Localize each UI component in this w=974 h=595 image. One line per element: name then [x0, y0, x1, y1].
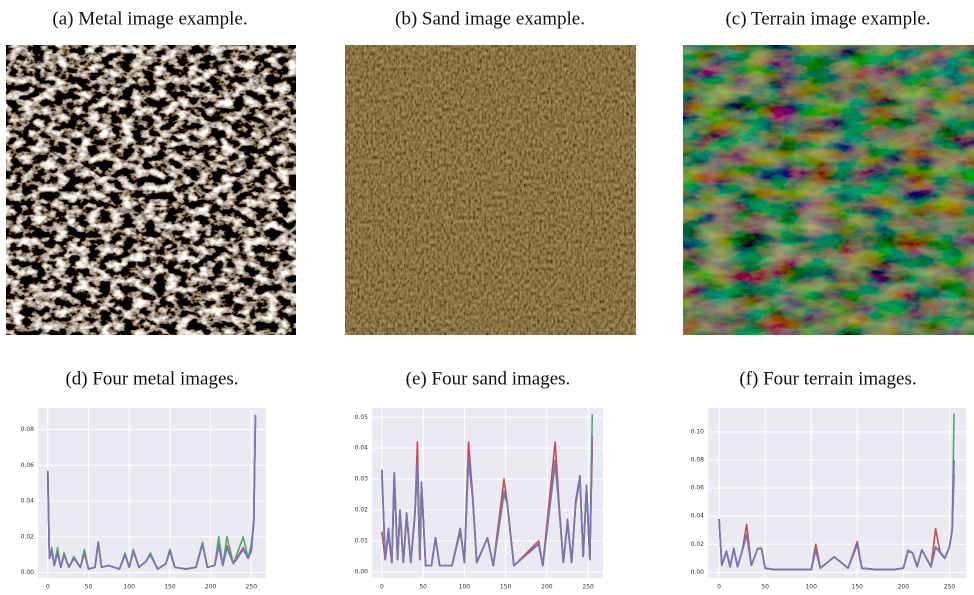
- x-tick-label: 150: [852, 584, 864, 591]
- x-tick-label: 250: [944, 584, 956, 591]
- x-tick-label: 0: [46, 584, 50, 591]
- terrain-image: [683, 45, 974, 335]
- x-tick-label: 50: [761, 584, 769, 591]
- x-tick-label: 200: [541, 584, 553, 591]
- plot-background: [38, 408, 266, 578]
- y-tick-label: 0.06: [691, 485, 705, 492]
- image-caption: (c) Terrain image example.: [725, 8, 930, 29]
- x-tick-label: 100: [805, 584, 817, 591]
- y-tick-label: 0.03: [355, 476, 369, 483]
- x-tick-label: 250: [246, 584, 258, 591]
- x-tick-label: 100: [123, 584, 135, 591]
- plot-background: [708, 408, 966, 578]
- x-tick-label: 150: [164, 584, 176, 591]
- y-tick-label: 0.06: [21, 462, 35, 469]
- y-tick-label: 0.08: [691, 456, 705, 463]
- chart-caption: (d) Four metal images.: [65, 368, 238, 389]
- chart-caption: (f) Four terrain images.: [739, 368, 916, 389]
- x-tick-label: 0: [717, 584, 721, 591]
- image-caption: (b) Sand image example.: [395, 8, 585, 29]
- y-tick-label: 0.01: [355, 537, 369, 544]
- y-tick-label: 0.00: [691, 569, 705, 576]
- x-tick-label: 250: [582, 584, 594, 591]
- y-tick-label: 0.02: [691, 541, 705, 548]
- x-tick-label: 50: [419, 584, 427, 591]
- y-tick-label: 0.10: [691, 428, 705, 435]
- y-tick-label: 0.00: [355, 568, 369, 575]
- series-line: [718, 459, 955, 571]
- sand-image: [345, 45, 636, 335]
- y-tick-label: 0.00: [21, 569, 35, 576]
- y-tick-label: 0.05: [355, 414, 369, 421]
- x-tick-label: 200: [205, 584, 217, 591]
- x-tick-label: 0: [380, 584, 384, 591]
- image-caption: (a) Metal image example.: [52, 8, 247, 29]
- y-tick-label: 0.04: [355, 445, 369, 452]
- y-tick-label: 0.04: [21, 498, 35, 505]
- metal-image: [6, 45, 296, 335]
- x-tick-label: 100: [459, 584, 471, 591]
- plot-background: [372, 408, 603, 578]
- x-tick-label: 50: [85, 584, 93, 591]
- series-line: [381, 435, 594, 567]
- y-tick-label: 0.02: [355, 507, 369, 514]
- y-tick-label: 0.02: [21, 533, 35, 540]
- y-tick-label: 0.08: [21, 426, 35, 433]
- chart-caption: (e) Four sand images.: [406, 368, 571, 389]
- sand-image-shade: [345, 45, 636, 335]
- images: [6, 45, 974, 335]
- series-line: [46, 415, 257, 570]
- x-tick-label: 200: [898, 584, 910, 591]
- x-tick-label: 150: [500, 584, 512, 591]
- y-tick-label: 0.04: [691, 513, 705, 520]
